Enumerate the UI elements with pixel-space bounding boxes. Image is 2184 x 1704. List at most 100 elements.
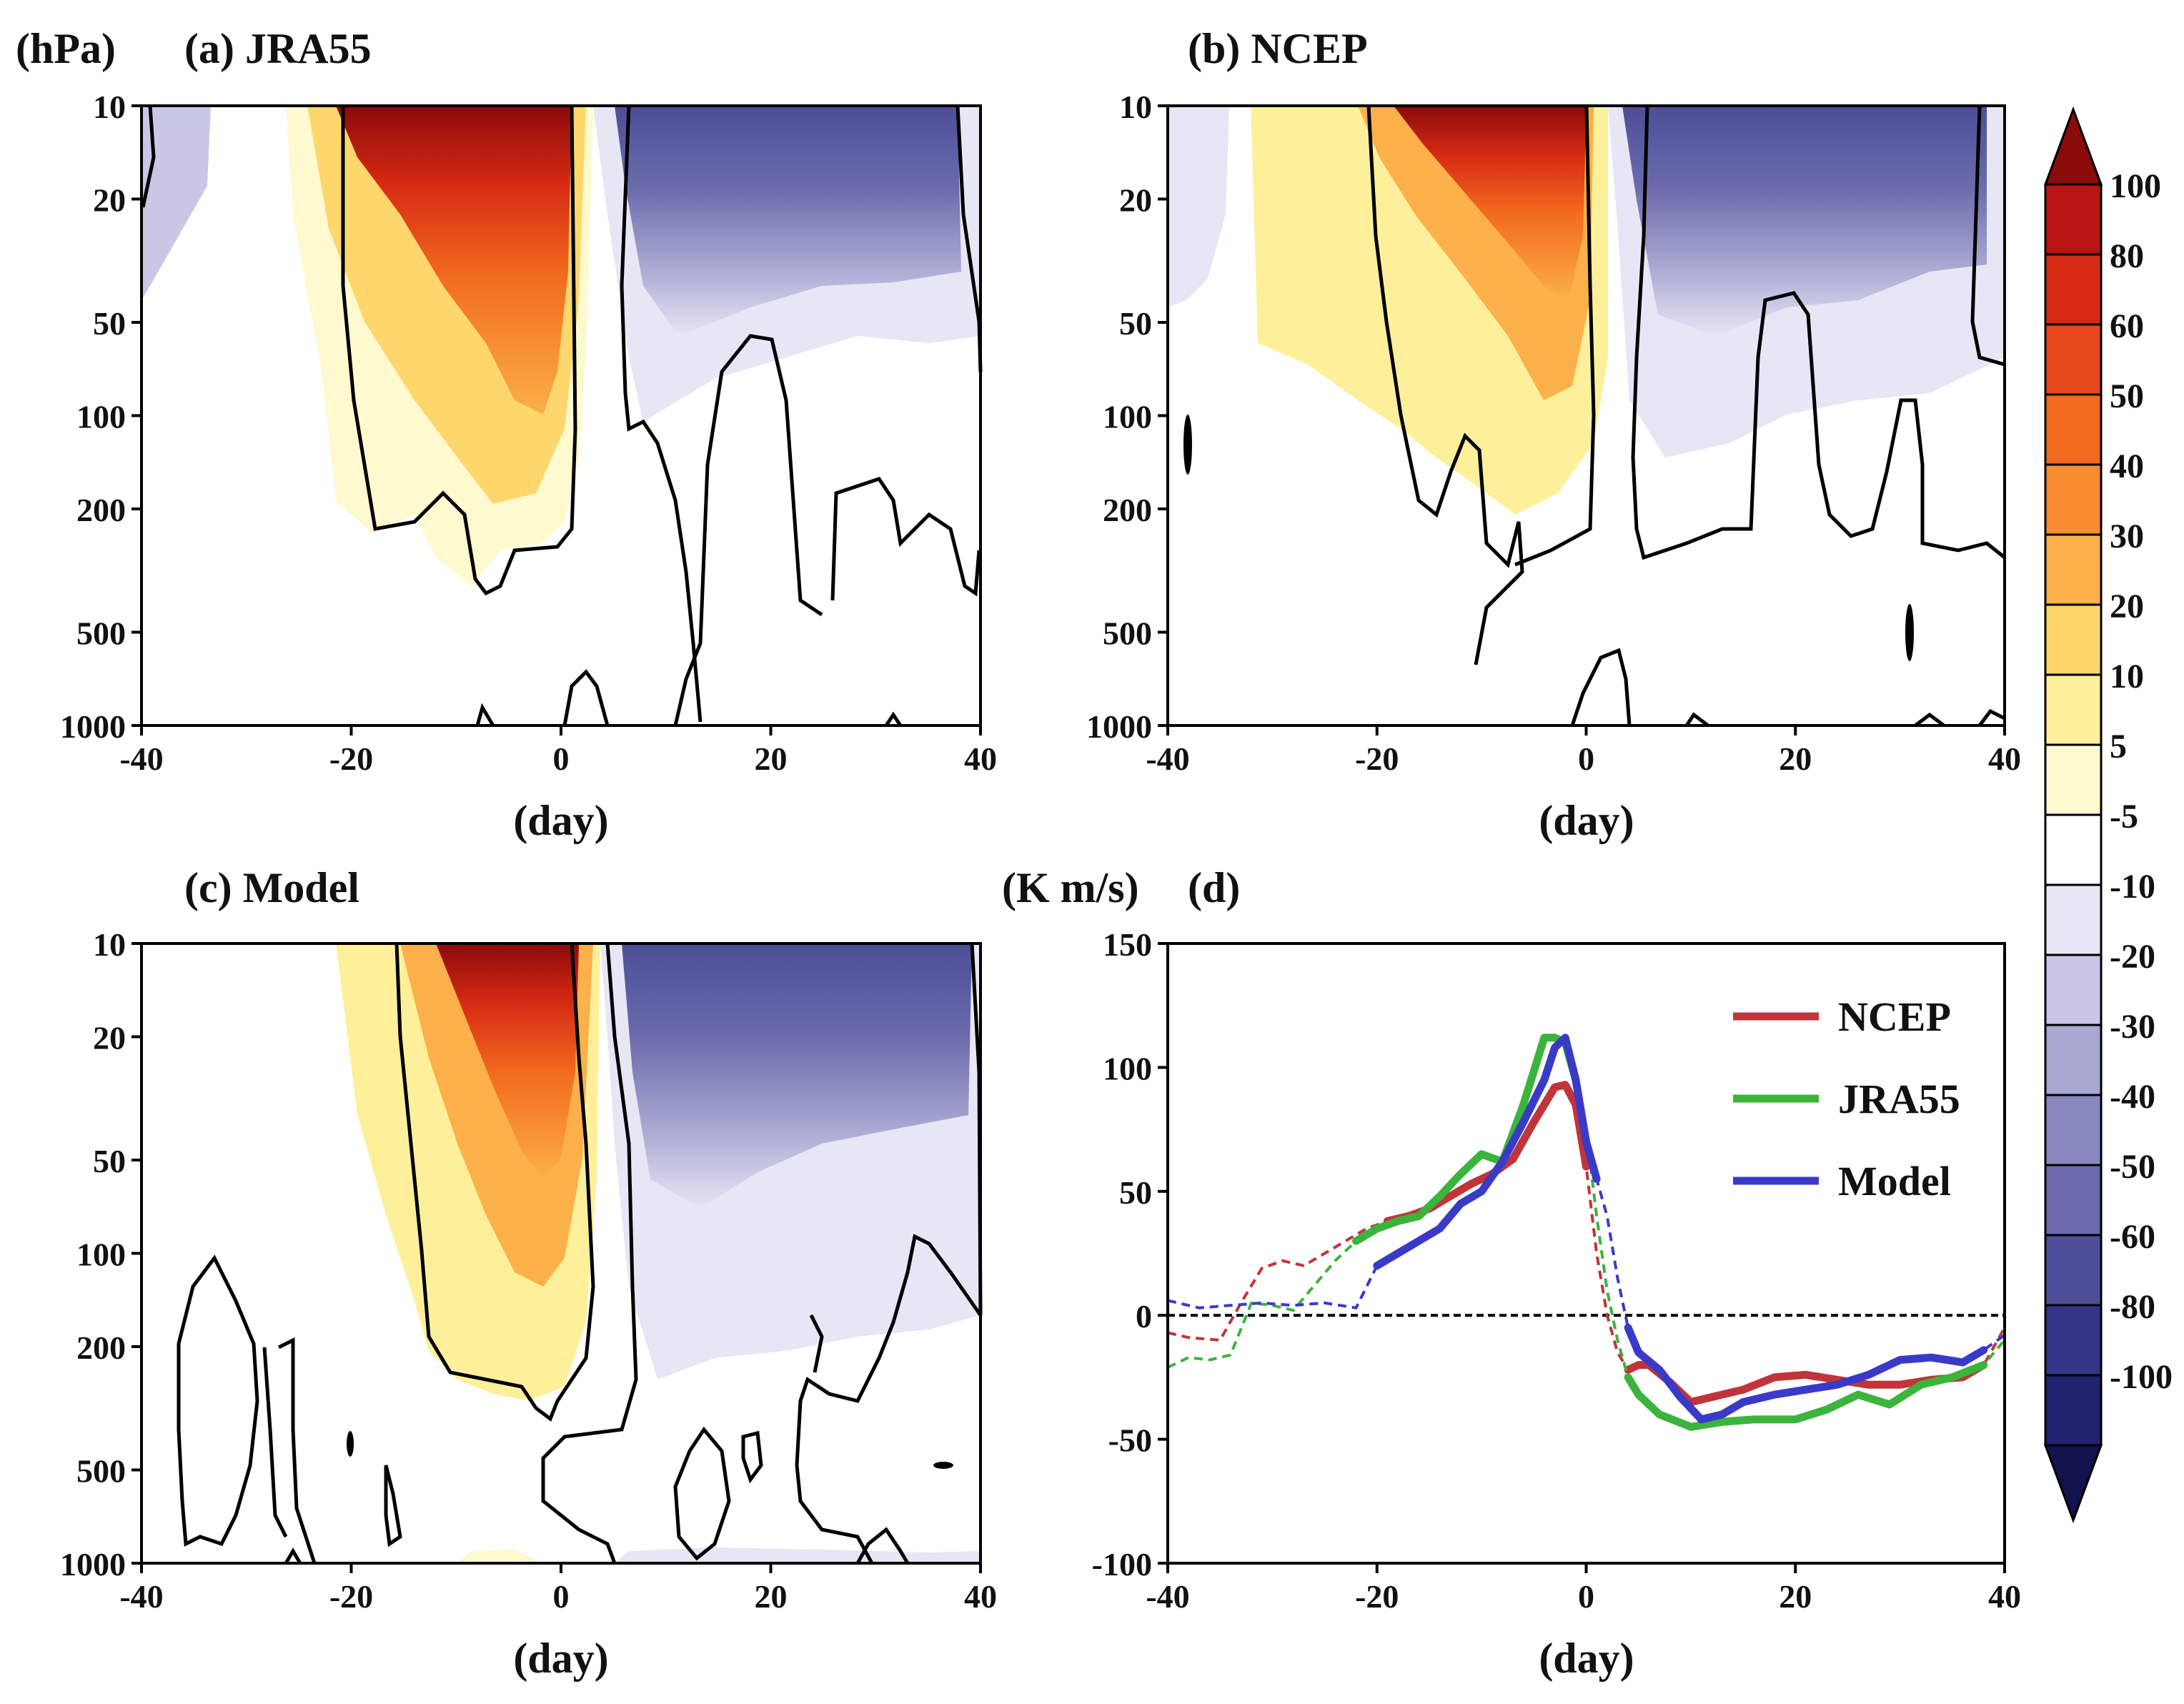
series-jra55-solid-line (1624, 1361, 1988, 1431)
x-tick-label: -20 (1355, 740, 1399, 777)
panel-b-field (1168, 106, 2005, 515)
legend-ncep-label: NCEP (1838, 994, 1951, 1040)
panel-a-field (142, 106, 981, 586)
colorbar-label: -40 (2110, 1078, 2155, 1116)
x-tick-label: -20 (329, 740, 373, 777)
y-tick-label: 500 (76, 1453, 126, 1490)
y-tick-label: 50 (93, 305, 126, 342)
panel-b-title: (b) NCEP (1188, 25, 1368, 72)
colorbar-swatch (2044, 1304, 2103, 1377)
x-tick-label: -40 (119, 740, 163, 777)
colorbar-swatch (2044, 533, 2103, 606)
y-tick-label: 10 (93, 89, 126, 125)
colorbar-label: 50 (2110, 377, 2144, 415)
colorbar-label: -60 (2110, 1218, 2155, 1256)
colorbar-label: 40 (2110, 447, 2144, 485)
colorbar-swatch (2044, 253, 2103, 326)
x-tick-label: 0 (553, 1578, 570, 1615)
colorbar-swatch (2044, 673, 2103, 746)
colorbar-label: 10 (2110, 658, 2144, 695)
y-tick-label: 50 (93, 1143, 126, 1179)
x-tick-label: -20 (1355, 1578, 1399, 1615)
panel-a-xlabel: (day) (513, 797, 608, 844)
panel-d-title: (d) (1188, 864, 1240, 911)
y-tick-label: 10 (1119, 89, 1152, 125)
x-tick-label: -40 (1146, 740, 1189, 777)
colorbar-swatch (2044, 603, 2103, 676)
x-tick-label: 20 (755, 740, 788, 777)
panel-c-title: (c) Model (184, 864, 359, 911)
y-tick-label: 100 (76, 1237, 126, 1273)
y-tick-label: 0 (1136, 1298, 1152, 1334)
panel-d-plot (1167, 1034, 2006, 1431)
colorbar-bottom-arrow (2043, 1444, 2103, 1524)
colorbar-label: -20 (2110, 938, 2155, 976)
y-tick-label: 100 (1103, 399, 1152, 435)
y-tick-label: 200 (76, 1329, 126, 1366)
colorbar-label: 30 (2110, 517, 2144, 555)
colorbar-swatch (2044, 323, 2103, 396)
panel-b-axis-ticks: 10 20 50 100 200 500 1000-40 -20 0 20 40 (1086, 89, 2021, 777)
colorbar-label: -80 (2110, 1288, 2155, 1326)
panel-a-cold-left (142, 106, 211, 300)
x-tick-label: 20 (755, 1578, 788, 1615)
colorbar-label: -30 (2110, 1008, 2155, 1046)
colorbar-swatch (2044, 463, 2103, 536)
panel-c-warm-core (436, 943, 579, 1179)
colorbar-label: 5 (2110, 728, 2127, 766)
panel-a-warm-core (336, 106, 572, 415)
panel-d-legend: NCEP JRA55 Model (1733, 994, 1960, 1204)
panel-c-bottom-yellow (457, 1550, 543, 1563)
colorbar-swatch (2044, 393, 2103, 466)
panel-b-cold-left (1168, 106, 1229, 307)
panel-c-bottom-blue (615, 1547, 981, 1563)
y-tick-label: -50 (1108, 1422, 1152, 1459)
series-jra55-solid-line (1352, 1034, 1580, 1245)
colorbar-label: 80 (2110, 237, 2144, 275)
y-tick-label: 10 (93, 926, 126, 963)
y-tick-label: 1000 (1086, 708, 1152, 745)
colorbar-label: -50 (2110, 1148, 2155, 1186)
colorbar-swatch (2044, 1164, 2103, 1237)
colorbar-swatch (2044, 1234, 2103, 1307)
y-tick-label: 500 (76, 615, 126, 652)
legend-jra55-label: JRA55 (1838, 1076, 1960, 1122)
legend-model-label: Model (1838, 1158, 1951, 1204)
series-model-solid-line (1624, 1324, 1988, 1424)
colorbar-top-arrow (2043, 106, 2103, 186)
colorbar-label: 100 (2110, 167, 2161, 205)
y-tick-label: 50 (1119, 305, 1152, 342)
x-tick-label: 40 (964, 740, 997, 777)
panel-b-contours (1183, 105, 2006, 727)
panel-b-warm-core (1394, 106, 1587, 300)
y-tick-label: 20 (93, 1019, 126, 1056)
panel-c-axis-ticks: 10 20 50 100 200 500 1000-40 -20 0 20 40 (60, 926, 997, 1615)
x-tick-label: 40 (1988, 1578, 2021, 1615)
panel-d-axis-ticks: 150 100 50 0 -50 -100-40 -20 0 20 40 (1092, 926, 2021, 1615)
series-model-solid-line (1373, 1034, 1601, 1270)
x-tick-label: 0 (1578, 1578, 1594, 1615)
colorbar-label: 20 (2110, 588, 2144, 625)
y-tick-label: 100 (1103, 1050, 1152, 1086)
y-tick-label: 1000 (60, 708, 126, 745)
y-tick-label: 1000 (60, 1546, 126, 1582)
panel-c-xlabel: (day) (513, 1635, 608, 1682)
colorbar-swatch (2044, 1094, 2103, 1166)
y-tick-label: -100 (1092, 1546, 1152, 1582)
colorbar-label: -100 (2110, 1358, 2173, 1396)
y-tick-label: 200 (1103, 492, 1152, 528)
x-tick-label: 40 (1988, 740, 2021, 777)
x-tick-label: 0 (1578, 740, 1594, 777)
y-tick-label: 20 (1119, 182, 1152, 218)
y-tick-label: 50 (1119, 1174, 1152, 1211)
y-tick-label: 150 (1103, 926, 1152, 963)
x-tick-label: 0 (553, 740, 570, 777)
colorbar-swatch (2044, 813, 2103, 886)
colorbar-label: -5 (2110, 798, 2138, 836)
panel-a-contours (141, 105, 983, 727)
colorbar-swatch (2044, 743, 2103, 816)
